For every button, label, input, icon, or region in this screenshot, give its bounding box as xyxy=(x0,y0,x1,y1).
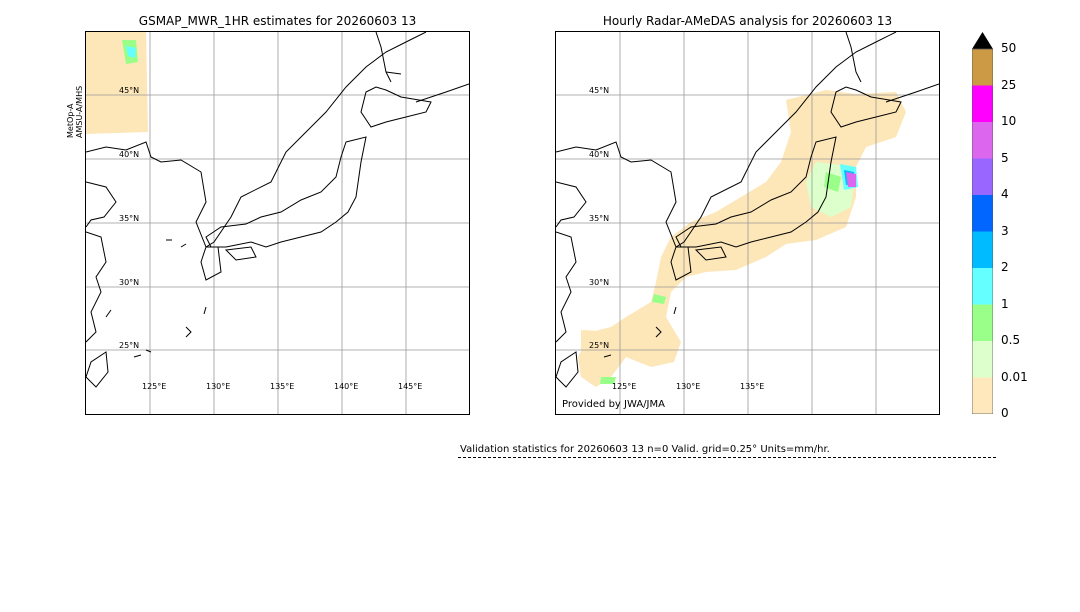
rain-area xyxy=(126,46,136,58)
colorbar-segment xyxy=(972,49,993,86)
lon-label: 130°E xyxy=(676,382,701,391)
lat-label: 40°N xyxy=(589,150,610,159)
data-credit: Provided by JWA/JMA xyxy=(562,399,665,410)
colorbar-segment xyxy=(972,195,993,232)
coastlines xyxy=(86,32,469,388)
lon-label: 125°E xyxy=(612,382,637,391)
colorbar-tick-label: 4 xyxy=(1001,187,1009,201)
lat-label: 25°N xyxy=(119,341,140,350)
rain-area xyxy=(846,172,856,187)
lat-label: 35°N xyxy=(589,214,610,223)
lat-label: 45°N xyxy=(119,86,140,95)
colorbar-tick-label: 0 xyxy=(1001,406,1009,420)
colorbar-segment xyxy=(972,341,993,378)
rain-area xyxy=(652,294,666,304)
rain-area xyxy=(578,90,906,387)
colorbar-segment xyxy=(972,231,993,268)
rain-area xyxy=(600,377,616,384)
lat-label: 35°N xyxy=(119,214,140,223)
colorbar-tick-label: 1 xyxy=(1001,296,1009,311)
left-map: 45°N 40°N 35°N 30°N 25°N 125°E 130°E 135… xyxy=(85,31,470,415)
colorbar-tick-label: 0.5 xyxy=(1001,333,1021,347)
rain-area xyxy=(86,32,148,134)
lat-label: 30°N xyxy=(119,278,140,287)
coastlines xyxy=(556,32,939,388)
validation-divider xyxy=(458,457,996,458)
right-panel-title: Hourly Radar-AMeDAS analysis for 2026060… xyxy=(602,14,893,28)
colorbar-tick-label: 50 xyxy=(1001,41,1017,55)
colorbar-segment xyxy=(972,268,993,305)
right-map: 45°N 40°N 35°N 30°N 25°N 125°E 130°E 135… xyxy=(555,31,940,415)
lon-label: 125°E xyxy=(142,382,167,391)
colorbar-tick-label: 2 xyxy=(1001,260,1009,274)
colorbar xyxy=(971,32,994,415)
validation-stats: Validation statistics for 20260603 13 n=… xyxy=(460,444,830,455)
lat-label: 40°N xyxy=(119,150,140,159)
colorbar-segment xyxy=(972,304,993,341)
lon-label: 135°E xyxy=(740,382,765,391)
lon-label: 145°E xyxy=(398,382,423,391)
colorbar-canvas xyxy=(971,32,994,415)
colorbar-over-arrow xyxy=(972,32,993,49)
sensor-name: AMSU-A/MHS xyxy=(75,85,84,138)
colorbar-tick-label: 5 xyxy=(1001,150,1009,165)
colorbar-segment xyxy=(972,85,993,122)
lat-label: 25°N xyxy=(589,341,610,350)
colorbar-segment xyxy=(972,158,993,195)
graticule xyxy=(86,32,469,414)
lon-label: 140°E xyxy=(334,382,359,391)
satellite-name: MetOp-A xyxy=(66,103,75,138)
left-map-canvas xyxy=(86,32,469,414)
colorbar-segment xyxy=(972,377,993,414)
graticule xyxy=(556,32,939,414)
satellite-label: MetOp-A AMSU-A/MHS xyxy=(66,86,84,138)
colorbar-tick-label: 0.01 xyxy=(1001,369,1028,384)
lat-label: 30°N xyxy=(589,278,610,287)
lon-label: 135°E xyxy=(270,382,295,391)
colorbar-segment xyxy=(972,122,993,159)
colorbar-tick-label: 3 xyxy=(1001,223,1009,238)
rain-area xyxy=(824,172,841,192)
lat-label: 45°N xyxy=(589,86,610,95)
left-panel-title: GSMAP_MWR_1HR estimates for 20260603 13 xyxy=(138,14,417,28)
colorbar-tick-label: 10 xyxy=(1001,114,1017,128)
lon-label: 130°E xyxy=(206,382,231,391)
colorbar-tick-label: 25 xyxy=(1001,77,1017,92)
right-map-canvas xyxy=(556,32,939,414)
rain-area xyxy=(581,330,626,377)
